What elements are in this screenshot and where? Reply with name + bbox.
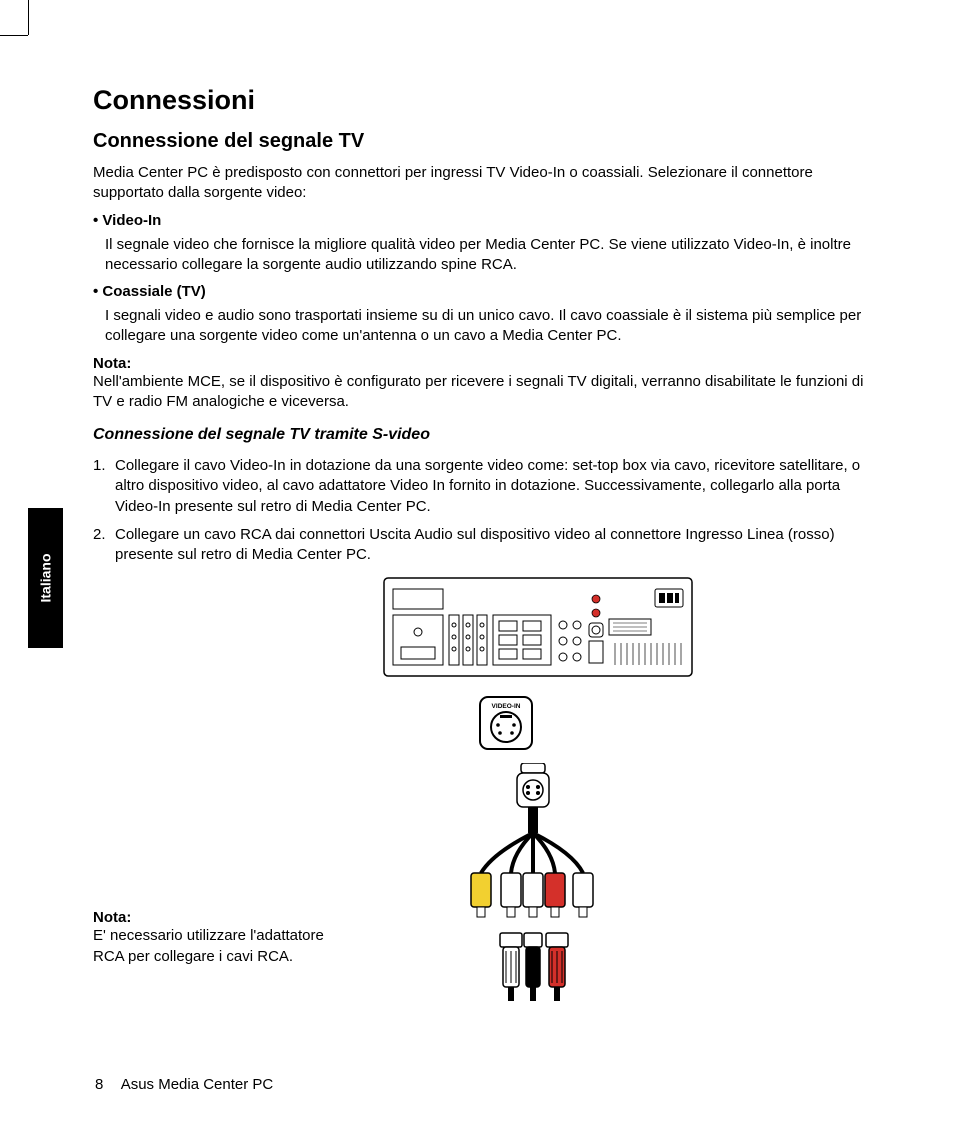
bullet-1-heading: • Video-In [93,212,884,229]
page-heading-3: Connessione del segnale TV tramite S-vid… [93,426,884,444]
nota-2-label: Nota: [93,909,353,926]
page-number: 8 [95,1076,103,1093]
nota-2-block: Nota: E' necessario utilizzare l'adattat… [93,907,353,973]
nota-1-label: Nota: [93,355,884,372]
bullet-1-body: Il segnale video che fornisce la miglior… [105,235,884,276]
nota-1-body: Nell'ambiente MCE, se il dispositivo è c… [93,372,884,413]
step-1-body: Collegare il cavo Video-In in dotazione … [115,456,884,517]
cable-assembly-diagram [423,763,643,1003]
step-1-num: 1. [93,456,115,517]
bullet-2-body: I segnali video e audio sono trasportati… [105,306,884,347]
diagram-area: VIDEO-IN [93,577,884,1002]
language-tab: Italiano [28,508,63,648]
video-in-port-diagram: VIDEO-IN [478,695,534,751]
nota-2-body: E' necessario utilizzare l'adattatore RC… [93,926,353,967]
intro-paragraph: Media Center PC è predisposto con connet… [93,163,884,204]
page-content: Connessioni Connessione del segnale TV M… [93,85,884,1002]
step-2-num: 2. [93,525,115,566]
step-1: 1. Collegare il cavo Video-In in dotazio… [93,456,884,517]
page-heading-1: Connessioni [93,85,884,116]
page-heading-2: Connessione del segnale TV [93,130,884,153]
bullet-2-heading: • Coassiale (TV) [93,283,884,300]
step-2-body: Collegare un cavo RCA dai connettori Usc… [115,525,884,566]
video-in-label: VIDEO-IN [492,703,521,710]
language-tab-label: Italiano [38,553,54,602]
footer-title: Asus Media Center PC [121,1076,274,1093]
step-2: 2. Collegare un cavo RCA dai connettori … [93,525,884,566]
pc-back-panel-diagram [383,577,693,677]
page-footer: 8 Asus Media Center PC [95,1076,273,1093]
